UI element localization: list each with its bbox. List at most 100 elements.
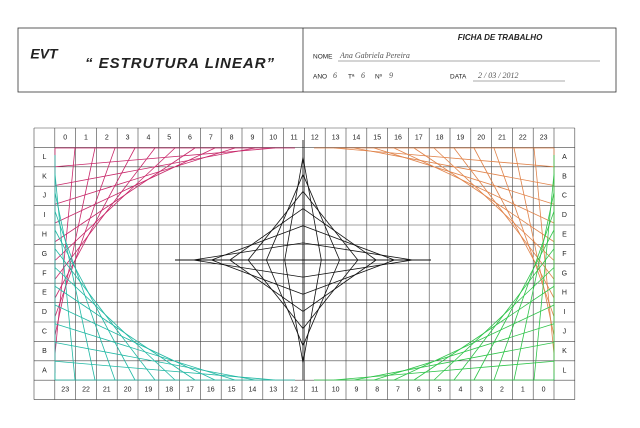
row-label: E bbox=[562, 232, 567, 239]
string-line bbox=[266, 174, 304, 261]
column-label: 12 bbox=[290, 387, 298, 394]
string-line bbox=[193, 259, 304, 278]
column-label: 5 bbox=[438, 387, 442, 394]
row-label: L bbox=[562, 367, 566, 374]
column-label: 10 bbox=[269, 135, 277, 142]
column-label: 3 bbox=[479, 387, 483, 394]
string-line bbox=[54, 360, 276, 381]
column-label: 21 bbox=[498, 135, 506, 142]
column-label: 9 bbox=[250, 135, 254, 142]
column-label: 16 bbox=[207, 387, 215, 394]
string-line bbox=[211, 225, 304, 261]
string-art bbox=[54, 140, 555, 381]
column-label: 13 bbox=[332, 135, 340, 142]
row-label: G bbox=[562, 270, 567, 277]
year-value: 6 bbox=[333, 71, 337, 80]
row-label: I bbox=[563, 309, 565, 316]
string-line bbox=[302, 174, 340, 261]
column-label: 0 bbox=[542, 387, 546, 394]
string-line bbox=[193, 242, 304, 261]
date-label: DATA bbox=[450, 74, 467, 81]
column-label: 4 bbox=[458, 387, 462, 394]
column-label: 15 bbox=[373, 135, 381, 142]
string-line bbox=[284, 157, 304, 261]
row-label: A bbox=[562, 154, 567, 161]
column-label: 5 bbox=[167, 135, 171, 142]
name-label: NOME bbox=[313, 54, 333, 61]
string-line bbox=[54, 147, 216, 224]
row-label: G bbox=[42, 251, 47, 258]
class-value: 6 bbox=[361, 71, 365, 80]
string-line bbox=[284, 259, 304, 363]
column-label: 2 bbox=[105, 135, 109, 142]
row-label: J bbox=[563, 329, 567, 336]
string-line bbox=[302, 225, 395, 261]
number-value: 9 bbox=[389, 71, 393, 80]
column-label: 13 bbox=[269, 387, 277, 394]
row-label: F bbox=[562, 251, 566, 258]
column-label: 3 bbox=[126, 135, 130, 142]
column-label: 10 bbox=[332, 387, 340, 394]
row-label: F bbox=[42, 270, 46, 277]
column-label: 15 bbox=[228, 387, 236, 394]
column-label: 17 bbox=[186, 387, 194, 394]
column-label: 20 bbox=[477, 135, 485, 142]
name-value: Ana Gabriela Pereira bbox=[339, 51, 410, 60]
string-line bbox=[302, 157, 322, 261]
column-label: 16 bbox=[394, 135, 402, 142]
row-label: D bbox=[562, 212, 567, 219]
column-label: 18 bbox=[165, 387, 173, 394]
string-line bbox=[211, 259, 304, 295]
row-label: J bbox=[43, 193, 47, 200]
sheet-title: FICHA DE TRABALHO bbox=[458, 33, 543, 42]
column-label: 19 bbox=[145, 387, 153, 394]
column-label: 8 bbox=[375, 387, 379, 394]
string-line bbox=[302, 259, 322, 363]
column-label: 12 bbox=[311, 135, 319, 142]
year-label: ANO bbox=[313, 74, 327, 81]
string-line bbox=[353, 147, 555, 186]
row-label: C bbox=[562, 193, 567, 200]
string-line bbox=[54, 285, 196, 381]
string-line bbox=[54, 342, 256, 381]
column-label: 11 bbox=[311, 387, 318, 394]
row-label: K bbox=[562, 348, 567, 355]
string-line bbox=[393, 147, 555, 224]
string-line bbox=[266, 259, 304, 346]
number-label: Nº bbox=[375, 74, 383, 81]
header-box bbox=[17, 27, 617, 93]
row-label: H bbox=[562, 290, 567, 297]
column-label: 18 bbox=[436, 135, 444, 142]
column-label: 11 bbox=[290, 135, 297, 142]
column-label: 4 bbox=[146, 135, 150, 142]
column-label: 21 bbox=[103, 387, 111, 394]
string-line bbox=[302, 259, 340, 346]
row-label: C bbox=[42, 329, 47, 336]
column-label: 6 bbox=[417, 387, 421, 394]
column-label: 7 bbox=[209, 135, 213, 142]
string-line bbox=[302, 259, 359, 329]
column-label: 20 bbox=[124, 387, 132, 394]
column-label: 9 bbox=[354, 387, 358, 394]
column-label: 22 bbox=[519, 135, 527, 142]
column-label: 0 bbox=[63, 135, 67, 142]
row-label: A bbox=[42, 367, 47, 374]
string-line bbox=[302, 191, 359, 261]
column-label: 6 bbox=[188, 135, 192, 142]
row-label: L bbox=[42, 154, 46, 161]
date-value: 2 / 03 / 2012 bbox=[478, 71, 518, 80]
title: “ ESTRUTURA LINEAR” bbox=[85, 55, 275, 72]
column-label: 17 bbox=[415, 135, 423, 142]
column-label: 14 bbox=[249, 387, 257, 394]
grid: 0 1 2 3 4 5 6 7 8 9 10 11 12 13 14 15 16 17 18 19 20 21 22 2323… bbox=[33, 127, 576, 400]
column-label: 19 bbox=[457, 135, 465, 142]
string-line bbox=[247, 191, 304, 261]
string-line bbox=[302, 259, 413, 278]
string-line bbox=[229, 259, 304, 312]
column-label: 7 bbox=[396, 387, 400, 394]
string-line bbox=[54, 304, 216, 381]
column-label: 1 bbox=[521, 387, 525, 394]
class-label: Tª bbox=[348, 74, 355, 81]
row-label: D bbox=[42, 309, 47, 316]
